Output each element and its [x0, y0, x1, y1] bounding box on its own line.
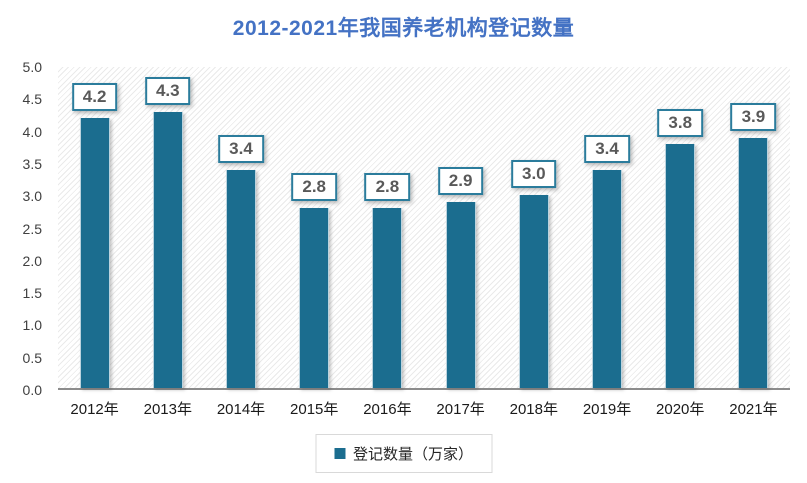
bar-slot: 2.9 [424, 67, 497, 388]
bar [226, 169, 256, 388]
x-axis: 2012年 2013年 2014年 2015年 2016年 2017年 2018年 2019年… [58, 398, 790, 419]
bar-slot: 4.3 [131, 67, 204, 388]
bar-value-label: 3.0 [510, 160, 557, 189]
bar-slot: 2.8 [351, 67, 424, 388]
y-axis-tick-label: 4.0 [22, 123, 42, 140]
bar [518, 195, 549, 388]
bar [79, 118, 110, 388]
bar-value-label: 3.4 [218, 134, 264, 163]
x-axis-tick-label: 2016年 [363, 401, 412, 418]
bar [445, 201, 476, 388]
bar [738, 137, 769, 388]
plot-area: 4.2 4.3 3.4 2.8 2.8 2.9 3.0 3.4 3.8 3.9 [58, 67, 790, 390]
y-axis: 5.0 4.5 4.0 3.5 3.0 2.5 2.0 1.5 1.0 0.5 0.0 [0, 59, 50, 398]
bar-slot: 4.2 [58, 67, 131, 388]
bar-value-label: 4.3 [144, 76, 191, 105]
bar-value-label: 3.9 [730, 102, 777, 131]
chart-title: 2012-2021年我国养老机构登记数量 [232, 17, 575, 40]
bar [665, 144, 696, 388]
x-axis-tick-label: 2015年 [290, 401, 339, 418]
bar-value-label: 2.8 [291, 173, 338, 202]
x-axis-tick-label: 2014年 [216, 401, 266, 418]
bar-slot: 3.0 [497, 67, 570, 388]
y-axis-tick-label: 1.0 [22, 317, 42, 334]
y-axis-tick-label: 3.5 [22, 155, 42, 172]
bar-slot: 3.9 [717, 67, 790, 388]
bar-value-label: 3.4 [584, 134, 630, 163]
legend-label: 登记数量（万家） [352, 446, 474, 463]
bar-value-label: 2.8 [364, 173, 411, 202]
y-axis-tick-label: 4.5 [22, 91, 42, 108]
bar [372, 208, 403, 388]
x-axis-tick-label: 2019年 [582, 401, 632, 418]
bar [592, 169, 623, 388]
bar-slot: 3.4 [570, 67, 643, 388]
x-axis-tick-label: 2013年 [143, 401, 192, 418]
y-axis-tick-label: 0.5 [22, 349, 42, 366]
bar-slot: 3.4 [204, 67, 277, 388]
legend: 登记数量（万家） [314, 434, 493, 473]
bar-value-label: 2.9 [437, 166, 484, 195]
bar-slot: 2.8 [278, 67, 351, 388]
bar-value-label: 3.8 [657, 109, 704, 138]
y-axis-tick-label: 5.0 [22, 59, 42, 75]
x-axis-tick-label: 2021年 [729, 401, 778, 418]
x-axis-tick-label: 2018年 [509, 401, 558, 418]
bar [152, 111, 183, 388]
y-axis-tick-label: 1.5 [22, 285, 42, 302]
bar-value-label: 4.2 [71, 83, 118, 112]
legend-swatch-icon [333, 448, 345, 459]
bar [299, 208, 330, 388]
bar-slot: 3.8 [644, 67, 717, 388]
y-axis-tick-label: 0.0 [22, 382, 42, 398]
x-axis-tick-label: 2020年 [656, 401, 705, 418]
x-axis-tick-label: 2012年 [70, 401, 119, 418]
x-axis-tick-label: 2017年 [436, 401, 485, 418]
y-axis-tick-label: 2.0 [22, 252, 42, 269]
y-axis-tick-label: 3.0 [22, 188, 42, 205]
y-axis-tick-label: 2.5 [22, 220, 42, 237]
